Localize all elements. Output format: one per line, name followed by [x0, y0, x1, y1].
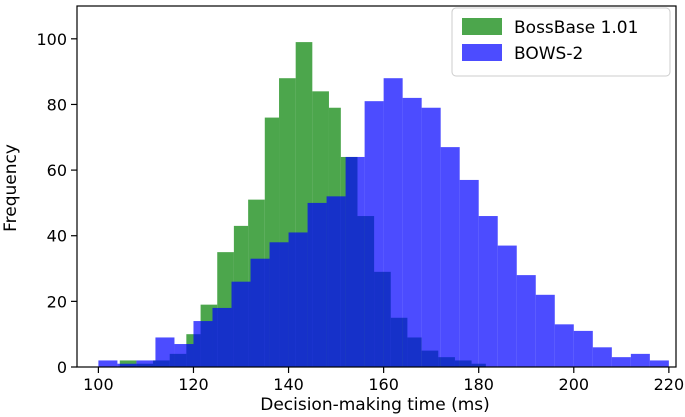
bar-bows2-11	[307, 202, 327, 367]
bar-bows2-29	[649, 360, 669, 367]
bar-bows2-28	[630, 353, 650, 367]
bar-bows2-6	[212, 307, 232, 367]
bar-bows2-7	[231, 281, 251, 367]
x-tick-label: 120	[178, 375, 209, 394]
bar-bows2-10	[288, 232, 308, 367]
x-tick-label: 200	[559, 375, 590, 394]
x-tick-label: 220	[654, 375, 685, 394]
legend-box	[451, 7, 671, 77]
legend-label: BossBase 1.01	[514, 18, 638, 38]
bar-bows2-20	[478, 216, 498, 367]
bar-bows2-5	[193, 321, 213, 367]
y-tick-label: 80	[47, 95, 67, 114]
x-tick-label: 160	[368, 375, 399, 394]
bar-bows2-26	[592, 347, 612, 367]
y-tick-label: 20	[47, 292, 67, 311]
bar-bows2-27	[611, 357, 631, 367]
y-axis-label: Frequency	[1, 144, 21, 232]
bar-bows2-0	[98, 360, 118, 367]
bars-layer	[98, 42, 669, 368]
bar-bows2-3	[155, 337, 175, 367]
bar-bows2-14	[364, 101, 384, 368]
bar-bows2-13	[345, 156, 365, 367]
bar-bows2-25	[573, 330, 593, 367]
legend: BossBase 1.01 BOWS-2	[451, 7, 671, 77]
bar-bows2-17	[421, 107, 441, 368]
bar-bows2-19	[459, 179, 479, 367]
plot-frame	[76, 5, 677, 368]
x-tick-label: 140	[273, 375, 304, 394]
bar-bows2-23	[535, 294, 555, 367]
bar-bows2-1	[117, 363, 137, 367]
bar-bows2-2	[136, 360, 156, 367]
bar-bows2-8	[250, 258, 270, 367]
legend-swatch	[462, 18, 502, 35]
bar-bows2-16	[402, 97, 422, 367]
y-tick-label: 60	[47, 161, 67, 180]
bar-bows2-9	[269, 242, 289, 367]
y-tick-label: 0	[57, 358, 67, 377]
bar-bows2-21	[497, 245, 517, 367]
legend-label: BOWS-2	[514, 44, 583, 64]
bar-bows2-24	[554, 324, 574, 367]
x-axis-label: Decision-making time (ms)	[260, 395, 490, 415]
bar-bows2-22	[516, 275, 536, 367]
axes-layer: 100 120 140 160 180 200 220 0 20 40 60 80 100	[36, 5, 685, 394]
legend-swatch	[462, 44, 502, 61]
bar-bows2-18	[440, 147, 460, 367]
bar-bows2-4	[174, 344, 194, 367]
bar-bows2-15	[383, 78, 403, 367]
x-tick-label: 180	[463, 375, 494, 394]
y-tick-label: 100	[36, 30, 67, 49]
y-tick-label: 40	[47, 227, 67, 246]
x-tick-label: 100	[83, 375, 114, 394]
bar-bows2-12	[326, 196, 346, 367]
